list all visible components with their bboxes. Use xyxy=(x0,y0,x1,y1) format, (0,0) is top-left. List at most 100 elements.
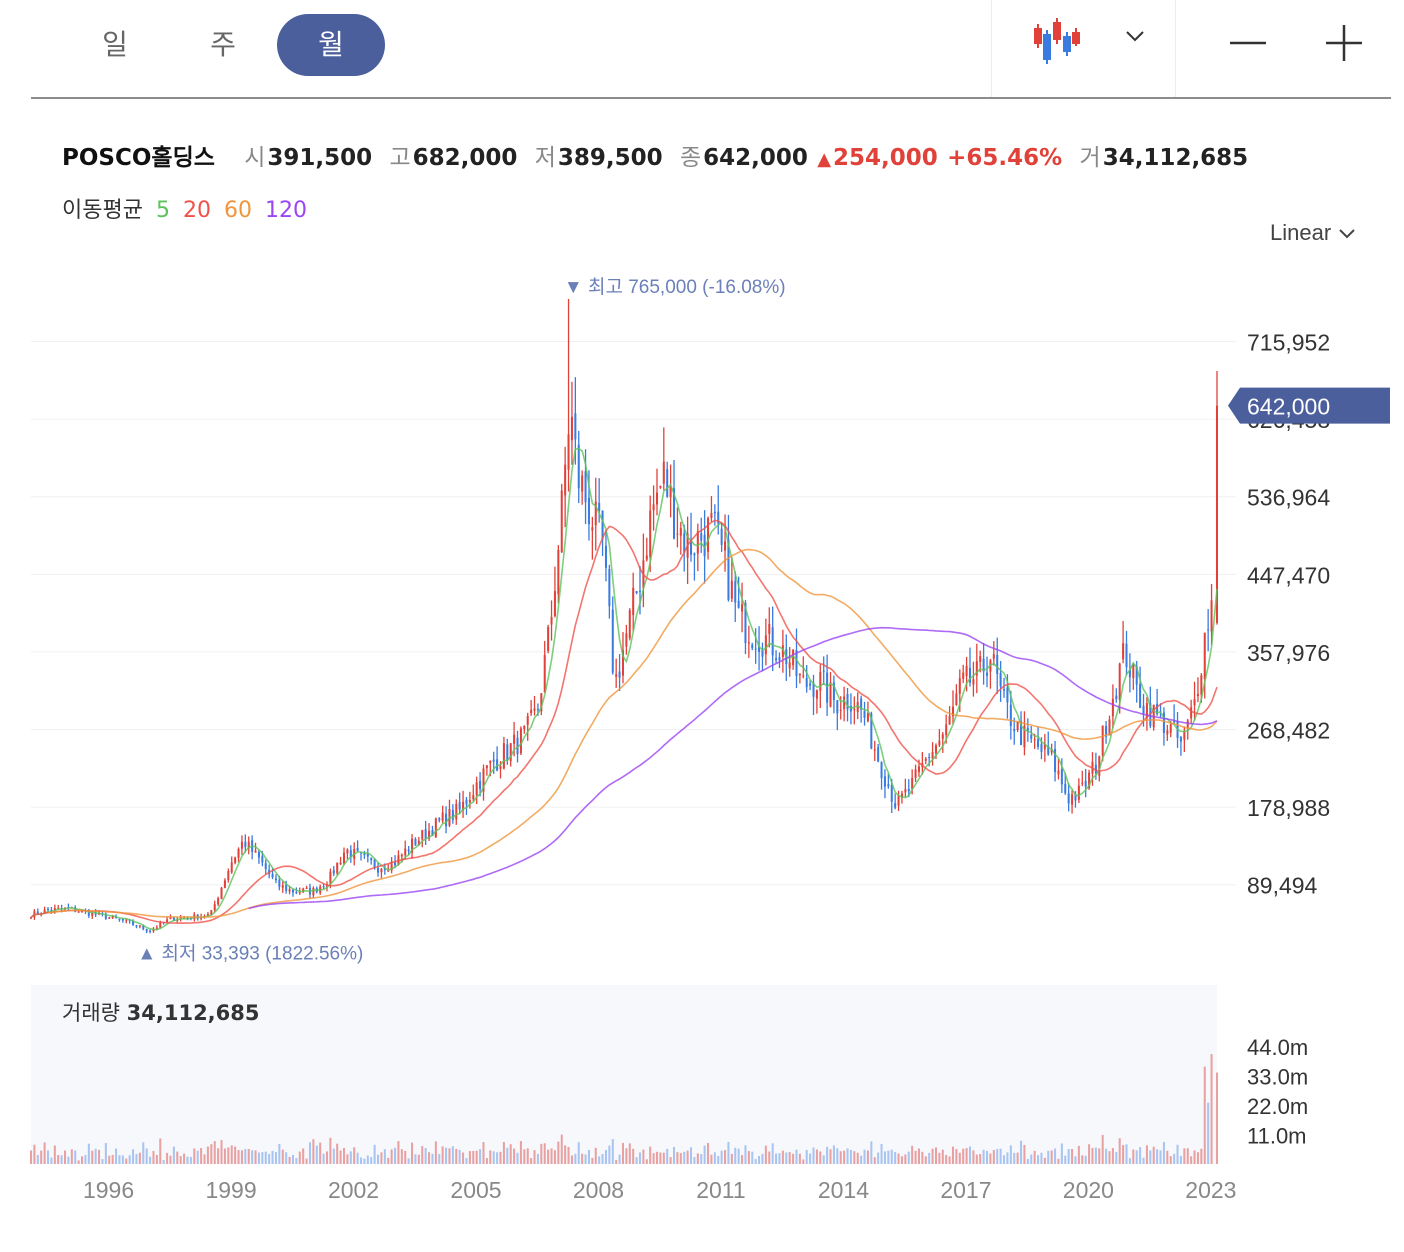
chevron-down-icon[interactable] xyxy=(1124,28,1146,44)
volume-bar xyxy=(666,1148,669,1164)
volume-bar xyxy=(604,1150,607,1164)
candle-body xyxy=(1088,772,1091,789)
candle-body xyxy=(577,444,580,489)
volume-bar xyxy=(1047,1150,1050,1164)
volume-bar xyxy=(67,1156,70,1164)
volume-bar xyxy=(366,1155,369,1164)
volume-bar xyxy=(240,1150,243,1164)
volume-bar xyxy=(70,1149,73,1164)
volume-bars xyxy=(29,1054,1219,1164)
candle-body xyxy=(305,888,308,890)
volume-bar xyxy=(394,1147,397,1164)
close-label: 종 xyxy=(679,145,702,171)
volume-bar xyxy=(1210,1054,1213,1164)
ma-5-line xyxy=(30,447,1218,931)
candle-body xyxy=(125,919,128,921)
candle-body xyxy=(567,434,570,470)
candlestick-icon[interactable] xyxy=(1030,18,1082,66)
volume-bar xyxy=(1108,1151,1111,1164)
volume-bar xyxy=(938,1152,941,1164)
volume-bar xyxy=(281,1149,284,1164)
candle-body xyxy=(295,892,298,894)
chevron-down-icon xyxy=(1339,229,1355,239)
high-marker-label: ▼ 최고 765,000 (-16.08%) xyxy=(564,276,786,298)
volume-bar xyxy=(836,1148,839,1164)
candle-body xyxy=(866,713,869,722)
scale-selector[interactable]: Linear xyxy=(1270,220,1357,246)
volume-bar xyxy=(917,1148,920,1164)
tab-monthly[interactable]: 월 xyxy=(277,14,385,76)
candle-body xyxy=(662,461,665,484)
candle-body xyxy=(795,650,798,677)
volume-bar xyxy=(1162,1141,1165,1164)
ma-5-label[interactable]: 5 xyxy=(155,198,170,223)
candle-body xyxy=(206,914,209,917)
volume-bar xyxy=(115,1148,118,1164)
candle-body xyxy=(962,672,965,679)
volume-bar xyxy=(196,1150,199,1164)
volume-panel-label: 거래량 34,112,685 xyxy=(62,1001,260,1025)
candle-body xyxy=(975,661,978,676)
volume-bar xyxy=(717,1155,720,1164)
candle-body xyxy=(230,862,233,873)
tab-daily[interactable]: 일 xyxy=(102,28,128,61)
volume-bar xyxy=(404,1150,407,1164)
candle-body xyxy=(737,600,740,608)
volume-bar xyxy=(672,1146,676,1164)
volume-bar xyxy=(1088,1144,1091,1164)
candle-body xyxy=(724,541,727,551)
tab-weekly[interactable]: 주 xyxy=(210,28,236,61)
volume-bar xyxy=(676,1152,679,1164)
candle-body xyxy=(717,511,720,524)
candle-body xyxy=(149,930,152,932)
candle-body xyxy=(543,655,546,693)
volume-bar xyxy=(315,1145,318,1164)
plus-icon[interactable] xyxy=(1324,24,1364,62)
volume-bar xyxy=(417,1154,420,1164)
candle-body xyxy=(1128,669,1131,678)
candle-body xyxy=(1006,687,1009,703)
volume-bar xyxy=(254,1150,257,1164)
candle-body xyxy=(771,627,774,656)
candle-body xyxy=(438,818,441,821)
ma-60-label[interactable]: 60 xyxy=(223,198,252,223)
candle-body xyxy=(727,539,730,600)
volume-bar xyxy=(975,1154,978,1164)
candle-body xyxy=(826,672,829,703)
volume-bar xyxy=(506,1147,509,1164)
volume-bar xyxy=(1156,1149,1159,1164)
volume-bar xyxy=(230,1145,233,1164)
candle-body xyxy=(652,504,655,511)
volume-bar xyxy=(179,1156,182,1164)
candle-body xyxy=(907,788,910,792)
y-tick-label: 89,494 xyxy=(1247,873,1318,899)
candle-body xyxy=(730,580,733,599)
volume-bar xyxy=(438,1154,441,1164)
volume-bar xyxy=(1040,1152,1043,1164)
volume-tick-label: 44.0m xyxy=(1247,1035,1308,1060)
candle-body xyxy=(1139,683,1142,708)
x-tick-label: 2011 xyxy=(696,1177,745,1203)
ma-120-label[interactable]: 120 xyxy=(264,198,307,223)
y-tick-label: 536,964 xyxy=(1247,485,1330,511)
candle-body xyxy=(1064,783,1067,794)
candle-body xyxy=(417,840,420,845)
volume-bar xyxy=(547,1149,550,1164)
volume-value: 34,112,685 xyxy=(1102,145,1249,171)
ma-20-label[interactable]: 20 xyxy=(182,198,211,223)
volume-bar xyxy=(1200,1148,1203,1164)
volume-bar xyxy=(1050,1150,1053,1164)
candle-body xyxy=(693,553,696,556)
volume-bar xyxy=(982,1149,985,1164)
candle-body xyxy=(638,591,642,593)
candle-body xyxy=(240,841,243,849)
candle-body xyxy=(632,587,635,616)
minus-icon[interactable] xyxy=(1228,26,1268,60)
low-marker-label: ▲ 최저 33,393 (1822.56%) xyxy=(137,942,363,964)
candle-body xyxy=(169,916,172,920)
candle-body xyxy=(138,925,141,927)
volume-bar xyxy=(142,1142,145,1164)
volume-bar xyxy=(1067,1148,1070,1164)
candle-body xyxy=(407,849,410,852)
